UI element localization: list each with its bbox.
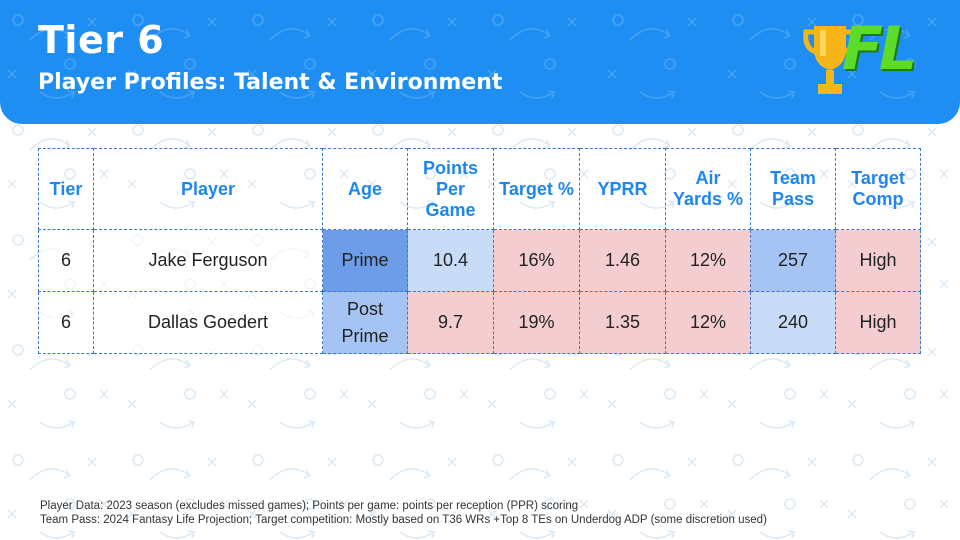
cell-air-yards-pct: 12% (665, 291, 751, 354)
cell-target-comp: High (835, 291, 921, 354)
cell-target-pct: 16% (493, 229, 580, 292)
cell-player: Jake Ferguson (93, 229, 323, 292)
cell-yprr: 1.35 (579, 291, 666, 354)
cell-tier: 6 (38, 229, 94, 292)
table-row: 6 Jake Ferguson Prime 10.4 16% 1.46 12% … (38, 229, 921, 292)
header-player: Player (93, 148, 323, 230)
table-header-row: Tier Player Age Points Per Game Target %… (38, 148, 921, 230)
footnote-player-data: Player Data: 2023 season (excludes misse… (40, 500, 579, 512)
cell-player: Dallas Goedert (93, 291, 323, 354)
table-row: 6 Dallas Goedert Post Prime 9.7 19% 1.35… (38, 291, 921, 354)
trophy-icon (803, 26, 857, 94)
logo-text: FL (842, 14, 917, 84)
header-banner: Tier 6 Player Profiles: Talent & Environ… (0, 0, 960, 124)
cell-yprr: 1.46 (579, 229, 666, 292)
fantasy-life-logo: FL (802, 14, 924, 106)
player-profiles-table: Tier Player Age Points Per Game Target %… (38, 148, 921, 354)
cell-tier: 6 (38, 291, 94, 354)
cell-points-per-game: 9.7 (407, 291, 494, 354)
header-age: Age (322, 148, 408, 230)
header-team-pass: Team Pass (750, 148, 836, 230)
cell-team-pass: 257 (750, 229, 836, 292)
header-tier: Tier (38, 148, 94, 230)
cell-target-pct: 19% (493, 291, 580, 354)
cell-age: Post Prime (322, 291, 408, 354)
page-title: Tier 6 (38, 18, 165, 62)
page-subtitle: Player Profiles: Talent & Environment (38, 70, 503, 95)
cell-age: Prime (322, 229, 408, 292)
header-yprr: YPRR (579, 148, 666, 230)
cell-target-comp: High (835, 229, 921, 292)
footnotes: Player Data: 2023 season (excludes misse… (40, 499, 767, 527)
cell-air-yards-pct: 12% (665, 229, 751, 292)
header-air-yards-pct: Air Yards % (665, 148, 751, 230)
header-target-comp: Target Comp (835, 148, 921, 230)
header-pattern (0, 0, 960, 124)
header-target-pct: Target % (493, 148, 580, 230)
header-points-per-game: Points Per Game (407, 148, 494, 230)
footnote-team-pass: Team Pass: 2024 Fantasy Life Projection;… (40, 514, 767, 526)
cell-points-per-game: 10.4 (407, 229, 494, 292)
cell-team-pass: 240 (750, 291, 836, 354)
